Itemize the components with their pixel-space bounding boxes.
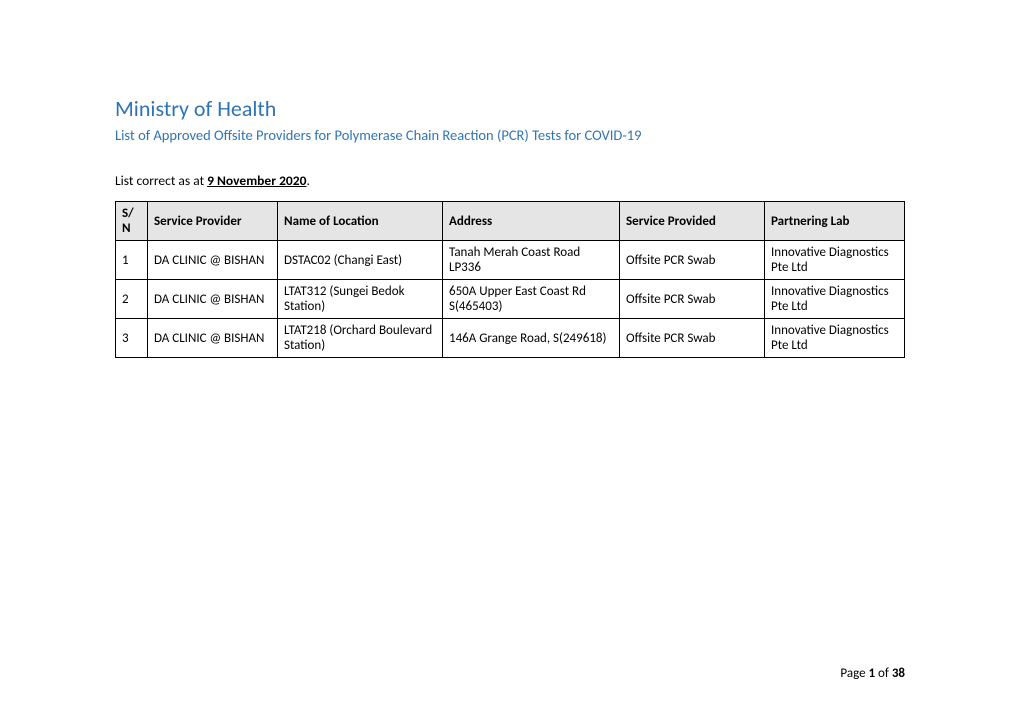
- dateline-prefix: List correct as at: [115, 172, 207, 189]
- table-header-row: S/N Service Provider Name of Location Ad…: [116, 202, 905, 241]
- cell-provider: DA CLINIC @ BISHAN: [148, 241, 278, 280]
- th-lab: Partnering Lab: [765, 202, 905, 241]
- th-address: Address: [443, 202, 620, 241]
- providers-table: S/N Service Provider Name of Location Ad…: [115, 201, 905, 358]
- cell-service: Offsite PCR Swab: [620, 319, 765, 358]
- cell-provider: DA CLINIC @ BISHAN: [148, 280, 278, 319]
- th-service: Service Provided: [620, 202, 765, 241]
- cell-service: Offsite PCR Swab: [620, 241, 765, 280]
- cell-sn: 1: [116, 241, 148, 280]
- cell-sn: 3: [116, 319, 148, 358]
- table-row: 2 DA CLINIC @ BISHAN LTAT312 (Sungei Bed…: [116, 280, 905, 319]
- page-subtitle: List of Approved Offsite Providers for P…: [115, 126, 905, 144]
- cell-lab: Innovative Diagnostics Pte Ltd: [765, 241, 905, 280]
- cell-lab: Innovative Diagnostics Pte Ltd: [765, 319, 905, 358]
- footer-total-pages: 38: [892, 666, 905, 681]
- cell-lab: Innovative Diagnostics Pte Ltd: [765, 280, 905, 319]
- th-sn: S/N: [116, 202, 148, 241]
- footer-mid: of: [875, 666, 892, 681]
- th-location: Name of Location: [278, 202, 443, 241]
- table-row: 1 DA CLINIC @ BISHAN DSTAC02 (Changi Eas…: [116, 241, 905, 280]
- page-footer: Page 1 of 38: [840, 666, 905, 681]
- dateline: List correct as at 9 November 2020.: [115, 172, 905, 189]
- table-row: 3 DA CLINIC @ BISHAN LTAT218 (Orchard Bo…: [116, 319, 905, 358]
- dateline-suffix: .: [306, 172, 309, 189]
- th-provider: Service Provider: [148, 202, 278, 241]
- cell-provider: DA CLINIC @ BISHAN: [148, 319, 278, 358]
- cell-location: LTAT218 (Orchard Boulevard Station): [278, 319, 443, 358]
- footer-prefix: Page: [840, 666, 868, 681]
- cell-address: 146A Grange Road, S(249618): [443, 319, 620, 358]
- page-title: Ministry of Health: [115, 95, 905, 122]
- cell-service: Offsite PCR Swab: [620, 280, 765, 319]
- cell-address: 650A Upper East Coast Rd S(465403): [443, 280, 620, 319]
- cell-location: DSTAC02 (Changi East): [278, 241, 443, 280]
- cell-address: Tanah Merah Coast Road LP336: [443, 241, 620, 280]
- cell-location: LTAT312 (Sungei Bedok Station): [278, 280, 443, 319]
- cell-sn: 2: [116, 280, 148, 319]
- dateline-date: 9 November 2020: [207, 172, 306, 189]
